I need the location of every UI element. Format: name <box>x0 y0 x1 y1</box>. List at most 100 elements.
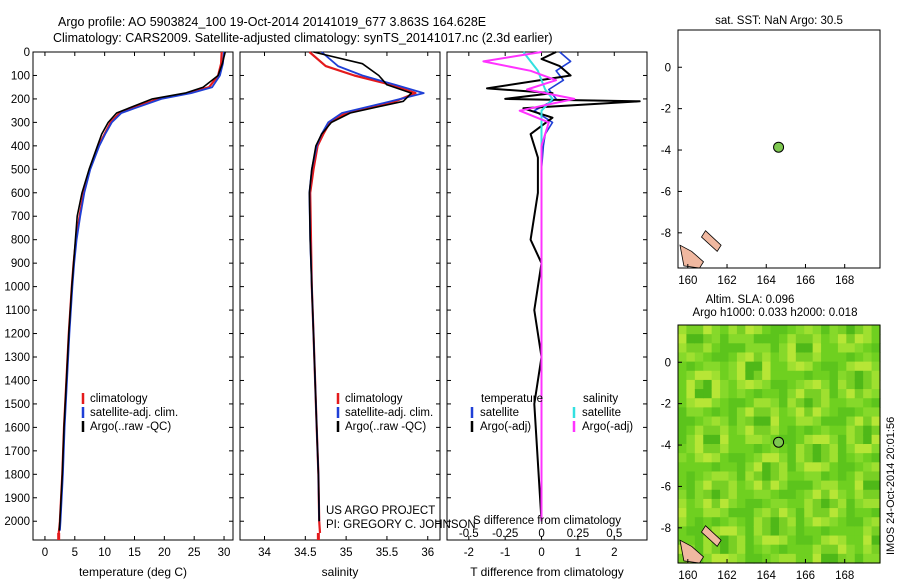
sla-cell <box>703 444 713 454</box>
sla-cell <box>694 361 704 372</box>
sla-cell <box>837 379 847 390</box>
legend-label: satellite-adj. clim. <box>90 407 178 419</box>
sla-cell <box>770 334 780 344</box>
sla-cell <box>854 553 864 564</box>
sla-cell <box>678 489 688 500</box>
sla-cell <box>804 334 814 344</box>
sla-cell <box>694 379 704 390</box>
sla-cell <box>795 517 805 527</box>
sla-cell <box>812 535 822 546</box>
sla-cell <box>837 444 847 454</box>
sla-cell <box>795 361 805 372</box>
sla-cell <box>762 352 772 363</box>
sla-cell <box>821 389 831 399</box>
sla-cell <box>787 544 797 555</box>
sla-cell <box>770 535 780 546</box>
salinity-panel: 34 34.5 35 35.5 36 salinity climatology satelli… <box>239 51 441 579</box>
sla-cell <box>736 361 746 372</box>
sla-cell <box>678 416 688 427</box>
sla-cell <box>871 416 881 427</box>
sla-cell <box>821 498 831 509</box>
sla-cell <box>821 361 831 372</box>
sla-cell <box>846 379 856 390</box>
x-tick-label: 5 <box>72 547 78 559</box>
y-tick-label: 900 <box>11 258 30 270</box>
sla-cell <box>720 425 730 436</box>
sla-cell <box>804 517 814 527</box>
sla-cell <box>863 370 873 381</box>
sla-cell <box>871 370 881 381</box>
sla-cell <box>711 425 721 436</box>
sla-cell <box>804 508 814 518</box>
sla-cell <box>846 425 856 436</box>
timestamp-label: IMOS 24-Oct-2014 20:01:56 <box>885 416 897 555</box>
sla-cell <box>728 334 738 344</box>
sla-cell <box>736 416 746 427</box>
sla-cell <box>686 508 696 518</box>
sla-cell <box>787 334 797 344</box>
sla-cell <box>694 498 704 509</box>
sla-cell <box>745 535 755 546</box>
sla-cell <box>728 389 738 399</box>
sla-cell <box>837 489 847 500</box>
sla-cell <box>871 434 881 445</box>
legend-label: climatology <box>90 393 148 405</box>
sla-cell <box>829 444 839 454</box>
sla-cell <box>678 389 688 399</box>
sla-cell <box>736 517 746 527</box>
sla-cell <box>821 535 831 546</box>
sla-cell <box>779 407 789 418</box>
sla-cell <box>804 325 814 335</box>
sla-cell <box>745 453 755 463</box>
sla-cell <box>837 544 847 555</box>
sla-cell <box>863 407 873 418</box>
sla-cell <box>863 398 873 408</box>
sla-cell <box>753 453 763 463</box>
legend-label: climatology <box>345 393 403 405</box>
sla-cell <box>711 489 721 500</box>
sla-cell <box>720 471 730 482</box>
sla-cell <box>787 462 797 473</box>
sla-cell <box>736 379 746 390</box>
sla-cell <box>736 389 746 399</box>
sla-cell <box>795 526 805 537</box>
sla-cell <box>804 471 814 482</box>
x-top-tick-label: -0.25 <box>492 528 518 540</box>
sla-cell <box>686 325 696 335</box>
sla-cell <box>678 352 688 363</box>
sla-cell <box>736 407 746 418</box>
sla-cell <box>753 462 763 473</box>
sla-cell <box>711 434 721 445</box>
y-tick-label: 1900 <box>4 493 30 505</box>
sla-cell <box>795 444 805 454</box>
x-axis-label: temperature (deg C) <box>79 565 187 579</box>
sla-cell <box>829 453 839 463</box>
sla-cell <box>678 453 688 463</box>
sla-cell <box>720 544 730 555</box>
sla-cell <box>812 462 822 473</box>
sla-cell <box>837 526 847 537</box>
sla-cell <box>703 544 713 555</box>
sla-cell <box>779 416 789 427</box>
sla-cell <box>711 389 721 399</box>
sla-cell <box>871 361 881 372</box>
sla-cell <box>854 453 864 463</box>
sla-cell <box>745 526 755 537</box>
sla-cell <box>829 462 839 473</box>
sla-cell <box>837 480 847 491</box>
sla-cell <box>770 498 780 509</box>
sla-cell <box>846 453 856 463</box>
sla-cell <box>753 517 763 527</box>
sla-cell <box>795 462 805 473</box>
sla-cell <box>846 544 856 555</box>
sla-cell <box>871 425 881 436</box>
sla-cell <box>762 544 772 555</box>
sla-cell <box>871 444 881 454</box>
sla-cell <box>753 370 763 381</box>
sla-cell <box>736 553 746 564</box>
sla-cell <box>795 480 805 491</box>
sla-cell <box>829 425 839 436</box>
legend-label: satellite-adj. clim. <box>345 407 433 419</box>
profile-location-marker <box>773 141 785 153</box>
